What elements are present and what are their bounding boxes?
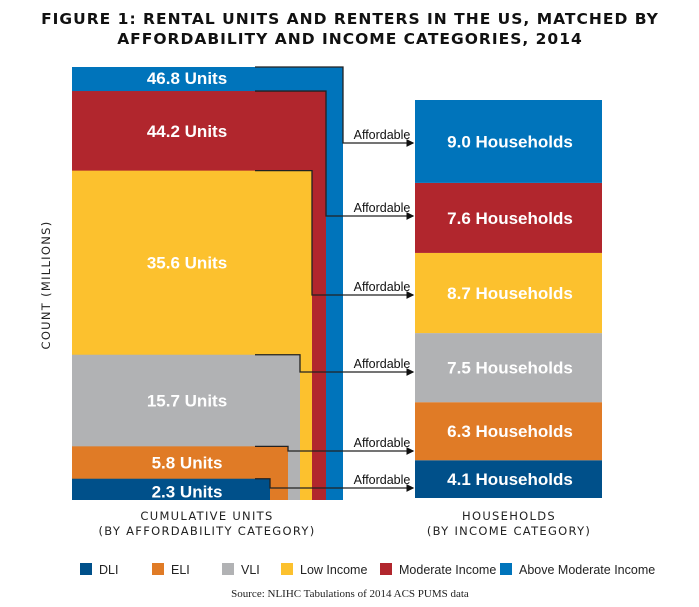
legend-swatch-2 bbox=[222, 563, 234, 575]
legend-swatch-3 bbox=[281, 563, 293, 575]
households-label-3: 8.7 Households bbox=[447, 284, 573, 303]
units-label-5: 46.8 Units bbox=[147, 69, 227, 88]
right-caption-line1: HOUSEHOLDS bbox=[462, 509, 556, 523]
units-label-0: 2.3 Units bbox=[152, 483, 223, 502]
units-label-3: 35.6 Units bbox=[147, 254, 227, 273]
units-label-1: 5.8 Units bbox=[152, 454, 223, 473]
connector-label-1: Affordable bbox=[354, 436, 411, 450]
households-label-4: 7.6 Households bbox=[447, 209, 573, 228]
connector-label-3: Affordable bbox=[354, 280, 411, 294]
households-label-0: 4.1 Households bbox=[447, 470, 573, 489]
right-caption-line2: (BY INCOME CATEGORY) bbox=[427, 524, 591, 538]
left-caption-line1: CUMULATIVE UNITS bbox=[140, 509, 273, 523]
households-bar-2 bbox=[415, 333, 602, 403]
legend-swatch-5 bbox=[500, 563, 512, 575]
legend-label-3: Low Income bbox=[300, 563, 367, 577]
connector-label-2: Affordable bbox=[354, 357, 411, 371]
legend-label-2: VLI bbox=[241, 563, 260, 577]
cumulative-units-bars: 2.3 Units 5.8 Units 15.7 Units 35.6 Units 44… bbox=[72, 67, 343, 502]
left-caption-line2: (BY AFFORDABILITY CATEGORY) bbox=[99, 524, 316, 538]
legend-swatch-1 bbox=[152, 563, 164, 575]
units-label-4: 44.2 Units bbox=[147, 122, 227, 141]
households-bar-1 bbox=[415, 402, 602, 461]
legend-label-0: DLI bbox=[99, 563, 118, 577]
households-bar-4 bbox=[415, 182, 602, 253]
legend: DLI ELI VLI Low Income Moderate Income Above … bbox=[80, 563, 655, 577]
connector-label-0: Affordable bbox=[354, 473, 411, 487]
connector-line-4 bbox=[255, 90, 415, 220]
households-bar-3 bbox=[415, 252, 602, 334]
connector-line-3 bbox=[255, 169, 415, 299]
connector-line-5 bbox=[255, 66, 415, 147]
units-label-2: 15.7 Units bbox=[147, 392, 227, 411]
source-note: Source: NLIHC Tabulations of 2014 ACS PU… bbox=[231, 588, 469, 600]
households-label-5: 9.0 Households bbox=[447, 132, 573, 151]
connector-label-4: Affordable bbox=[354, 201, 411, 215]
connector-line-1 bbox=[255, 445, 415, 455]
y-axis-label: COUNT (MILLIONS) bbox=[39, 220, 53, 349]
connector-line-0 bbox=[255, 478, 415, 492]
chart-title-line2: AFFORDABILITY AND INCOME CATEGORIES, 201… bbox=[117, 30, 583, 48]
households-label-1: 6.3 Households bbox=[447, 422, 573, 441]
households-bar-0 bbox=[415, 460, 602, 498]
connectors: Affordable Affordable Affordable Affordable… bbox=[255, 66, 415, 492]
legend-swatch-0 bbox=[80, 563, 92, 575]
legend-label-5: Above Moderate Income bbox=[519, 563, 655, 577]
legend-label-1: ELI bbox=[171, 563, 190, 577]
households-bar-5 bbox=[415, 100, 602, 183]
legend-swatch-4 bbox=[380, 563, 392, 575]
units-bar-0 bbox=[72, 478, 270, 500]
connector-label-5: Affordable bbox=[354, 128, 411, 142]
connector-line-2 bbox=[255, 354, 415, 376]
households-bars: 4.1 Households 6.3 Households 7.5 Househol… bbox=[415, 100, 602, 498]
legend-label-4: Moderate Income bbox=[399, 563, 496, 577]
households-label-2: 7.5 Households bbox=[447, 359, 573, 378]
chart-title-line1: FIGURE 1: RENTAL UNITS AND RENTERS IN TH… bbox=[41, 10, 659, 28]
